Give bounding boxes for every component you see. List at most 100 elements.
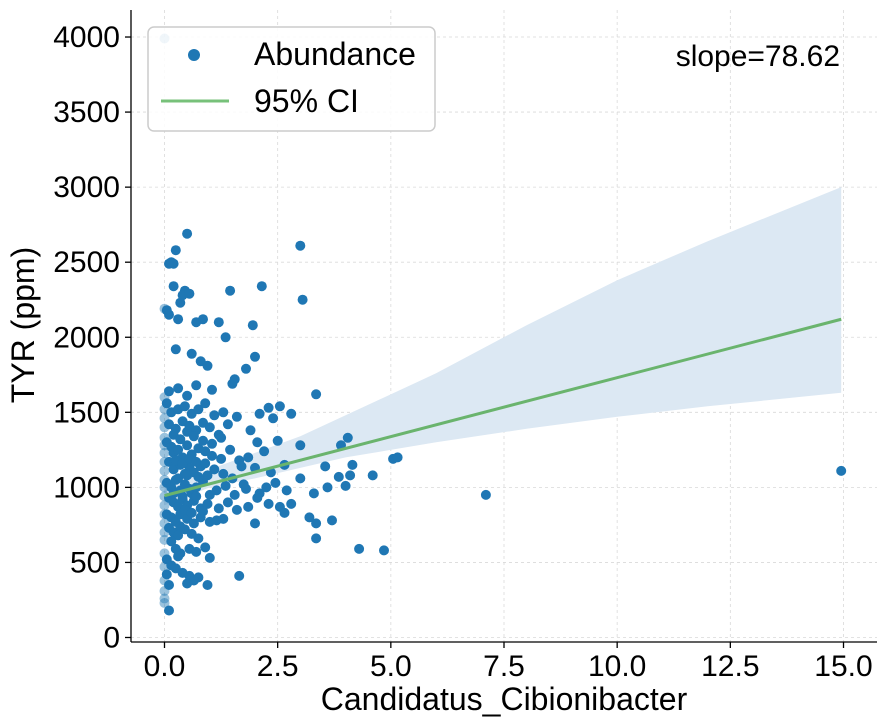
data-point-81 <box>243 452 254 463</box>
data-point-191 <box>159 598 170 608</box>
y-tick-label-7: 3500 <box>53 96 120 129</box>
data-point-200 <box>159 491 170 502</box>
data-point-173 <box>354 543 365 554</box>
data-point-46 <box>231 411 242 422</box>
data-point-36 <box>311 389 322 400</box>
data-point-135 <box>202 498 213 509</box>
data-point-193 <box>159 561 170 572</box>
y-tick-label-3: 1500 <box>53 396 120 429</box>
data-point-183 <box>173 551 184 562</box>
data-point-22 <box>170 344 181 355</box>
y-tick-label-0: 0 <box>103 621 120 654</box>
data-point-23 <box>186 348 197 359</box>
data-point-167 <box>166 536 177 547</box>
data-point-63 <box>259 446 270 457</box>
data-point-158 <box>327 515 337 526</box>
data-point-98 <box>320 461 331 472</box>
data-point-199 <box>159 500 170 511</box>
data-point-161 <box>173 530 184 541</box>
data-points <box>159 33 847 616</box>
data-point-171 <box>191 546 202 557</box>
data-point-155 <box>279 507 290 518</box>
data-point-118 <box>241 483 251 494</box>
data-point-229 <box>177 491 188 502</box>
data-point-71 <box>173 444 184 455</box>
data-point-67 <box>342 432 353 443</box>
x-tick-label-4: 10.0 <box>588 650 646 683</box>
data-point-100 <box>345 470 356 481</box>
data-point-37 <box>161 398 172 409</box>
data-point-235 <box>175 521 186 532</box>
data-point-99 <box>347 459 358 470</box>
x-tick-label-2: 5.0 <box>370 650 412 683</box>
data-point-174 <box>379 545 389 556</box>
data-point-48 <box>263 402 274 413</box>
data-point-47 <box>254 408 265 419</box>
data-point-214 <box>175 434 186 445</box>
data-point-93 <box>209 464 220 475</box>
x-tick-label-5: 12.5 <box>701 650 759 683</box>
data-point-79 <box>225 444 236 455</box>
data-point-153 <box>218 513 229 524</box>
data-point-198 <box>159 509 170 520</box>
data-point-189 <box>159 586 170 596</box>
data-point-103 <box>392 452 403 463</box>
legend-marker-abundance <box>188 49 200 61</box>
data-point-19 <box>247 320 258 331</box>
data-point-203 <box>159 465 170 476</box>
data-point-212 <box>159 303 170 314</box>
data-point-27 <box>241 363 251 374</box>
data-point-223 <box>191 456 202 467</box>
data-point-210 <box>159 404 170 415</box>
y-tick-label-6: 3000 <box>53 171 120 204</box>
data-point-149 <box>188 518 199 529</box>
data-point-182 <box>234 570 245 581</box>
data-point-11 <box>184 288 195 299</box>
data-point-25 <box>202 360 213 371</box>
data-point-122 <box>281 485 292 496</box>
data-point-31 <box>182 390 193 401</box>
data-point-45 <box>218 407 229 418</box>
data-point-104 <box>836 465 847 476</box>
data-point-101 <box>367 470 378 481</box>
legend-label-abundance: Abundance <box>254 36 416 72</box>
data-point-73 <box>182 440 193 451</box>
regression-line <box>164 317 842 498</box>
data-point-49 <box>274 401 285 412</box>
data-point-224 <box>200 458 211 469</box>
ci-band <box>164 187 842 506</box>
data-point-156 <box>304 512 315 523</box>
data-point-64 <box>272 435 283 446</box>
data-point-188 <box>159 575 170 586</box>
data-point-166 <box>204 552 215 563</box>
data-point-206 <box>159 440 170 451</box>
data-point-207 <box>159 432 170 443</box>
data-point-94 <box>218 468 229 479</box>
data-point-5 <box>182 228 193 239</box>
data-point-105 <box>480 489 491 500</box>
legend-label-ci: 95% CI <box>254 83 359 119</box>
data-point-204 <box>159 456 170 467</box>
tick-labels: 0.0 2.5 5.0 7.5 10.0 12.5 15.0 0 500 1000 1500 2000… <box>53 21 872 683</box>
data-point-181 <box>202 580 213 590</box>
data-point-14 <box>297 294 308 305</box>
data-point-26 <box>220 332 231 343</box>
data-point-208 <box>159 422 170 433</box>
data-point-6 <box>295 240 306 251</box>
data-point-43 <box>200 398 211 409</box>
data-point-58 <box>204 422 215 433</box>
x-tick-label-3: 7.5 <box>483 650 525 683</box>
y-tick-label-8: 4000 <box>53 21 120 54</box>
data-point-216 <box>188 431 199 442</box>
data-point-40 <box>179 401 190 412</box>
confidence-band <box>164 187 842 506</box>
data-point-137 <box>222 497 233 508</box>
data-point-21 <box>164 309 174 320</box>
data-point-18 <box>213 317 224 328</box>
data-point-195 <box>159 534 170 545</box>
data-point-209 <box>159 413 170 424</box>
x-tick-label-0: 0.0 <box>144 650 186 683</box>
data-point-42 <box>193 404 204 415</box>
data-point-126 <box>333 471 344 482</box>
data-point-32 <box>191 380 202 391</box>
